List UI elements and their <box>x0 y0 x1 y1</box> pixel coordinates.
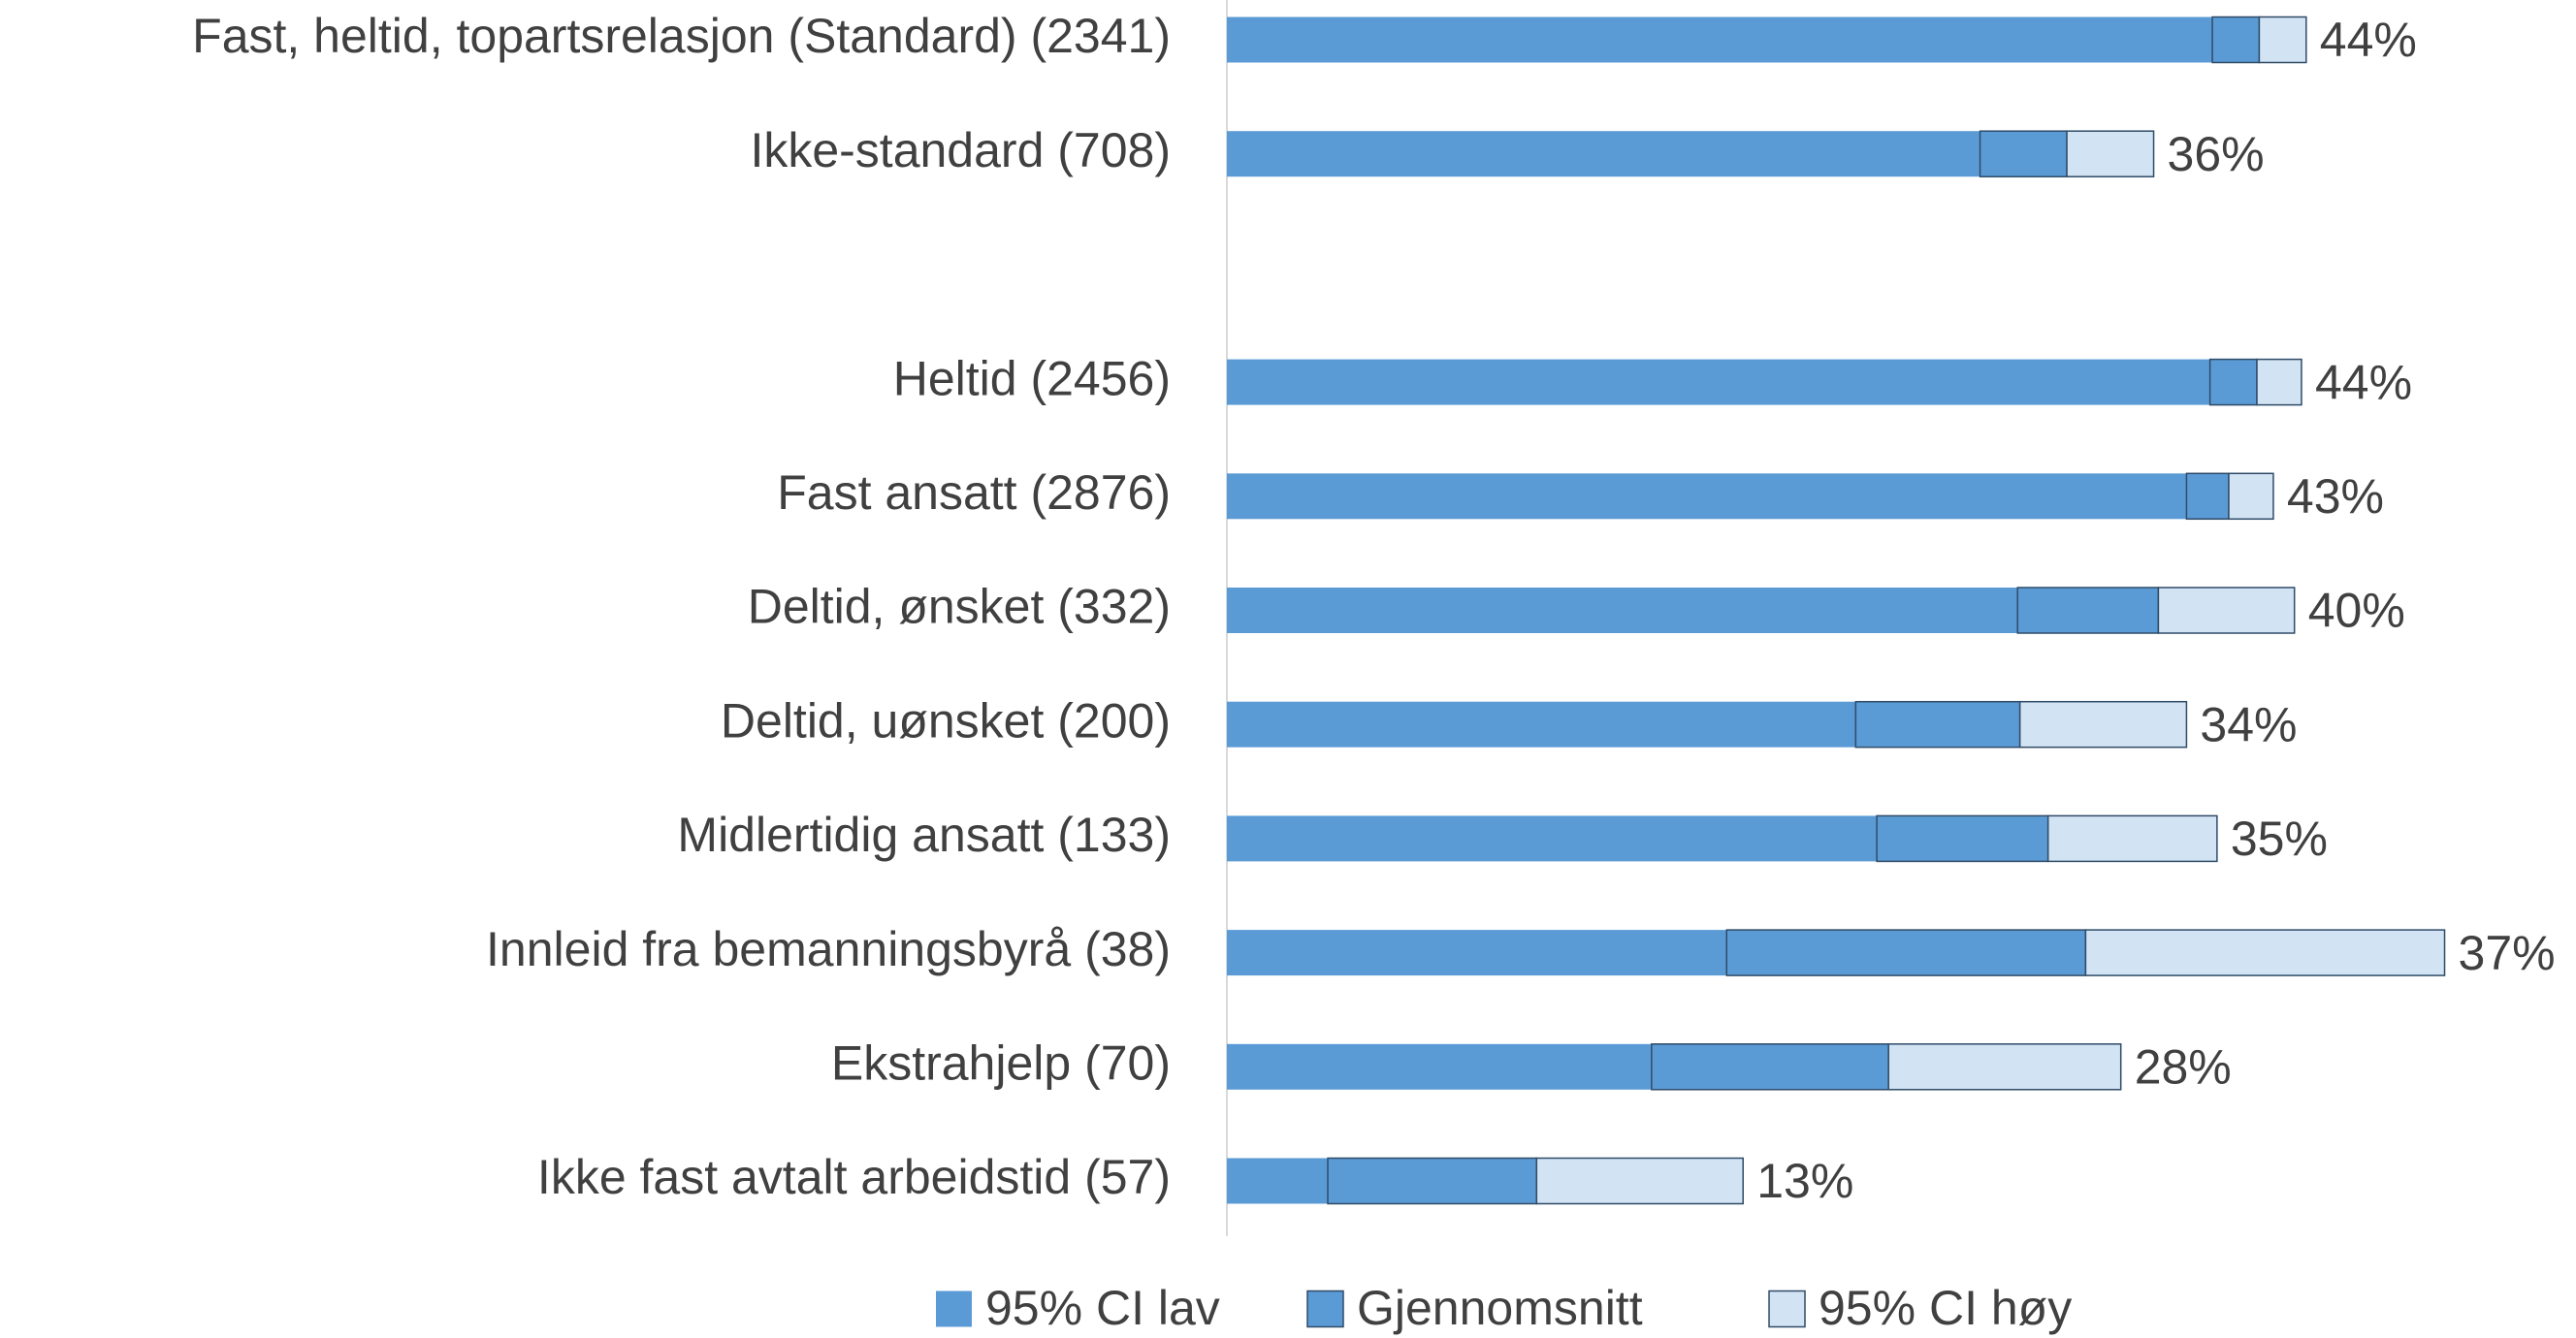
bar-segment <box>2228 472 2274 521</box>
bar-segment <box>2066 130 2155 177</box>
bar-segment <box>1535 1157 1744 1205</box>
bar-segment <box>2256 358 2302 406</box>
legend-swatch <box>1768 1290 1806 1328</box>
bar-segment <box>2018 700 2188 749</box>
legend-label: 95% CI høy <box>1819 1281 2072 1335</box>
legend-swatch <box>1306 1290 1344 1328</box>
bar-segment <box>1227 930 1727 976</box>
legend-label: 95% CI lav <box>985 1281 1220 1335</box>
legend-label: Gjennomsnitt <box>1357 1281 1643 1335</box>
bar-segment <box>1651 1043 1889 1091</box>
bar-segment <box>2211 16 2261 64</box>
bar-segment <box>1227 359 2210 405</box>
bar-segment <box>1227 1043 1652 1090</box>
y-tick-label: Ikke fast avtalt arbeidstid (57) <box>537 1150 1171 1204</box>
bar-segment <box>1887 1043 2122 1091</box>
y-tick-label: Deltid, uønsket (200) <box>721 693 1171 748</box>
data-label: 35% <box>2231 812 2328 866</box>
bar-segment <box>2185 472 2230 521</box>
bar-segment <box>2157 587 2296 634</box>
bar-segment <box>1227 701 1856 748</box>
data-label: 37% <box>2459 926 2556 980</box>
bar-segment <box>1227 588 2018 633</box>
y-tick-label: Innleid fra bemanningsbyrå (38) <box>486 922 1171 976</box>
y-tick-label: Deltid, ønsket (332) <box>748 580 1171 634</box>
bar-segment <box>1725 929 2087 976</box>
bar-segment <box>1227 473 2187 520</box>
y-tick-label: Midlertidig ansatt (133) <box>677 808 1171 862</box>
bar-segment <box>1227 1158 1329 1204</box>
bar-segment <box>1854 700 2021 749</box>
bar-segment <box>2084 929 2446 976</box>
bar-segment <box>1876 814 2049 863</box>
data-label: 44% <box>2320 13 2417 67</box>
data-label: 36% <box>2168 127 2265 181</box>
data-label: 44% <box>2315 355 2412 409</box>
bar-segment <box>1227 815 1878 862</box>
y-tick-label: Ekstrahjelp (70) <box>831 1036 1171 1091</box>
legend-swatch <box>936 1290 972 1327</box>
y-tick-label: Heltid (2456) <box>893 351 1171 405</box>
data-label: 34% <box>2200 697 2297 751</box>
data-label: 13% <box>1756 1154 1853 1208</box>
bar-segment <box>2016 587 2160 634</box>
data-label: 40% <box>2308 584 2405 638</box>
bar-segment <box>2046 814 2218 863</box>
y-tick-label: Ikke-standard (708) <box>750 123 1171 177</box>
bar-segment <box>1227 131 1980 177</box>
data-label: 28% <box>2135 1040 2232 1095</box>
bar-segment <box>2208 358 2258 406</box>
data-label: 43% <box>2287 469 2384 524</box>
bar-segment <box>1979 130 2068 177</box>
y-tick-label: Fast, heltid, topartsrelasjon (Standard)… <box>192 9 1171 63</box>
bar-segment <box>2258 16 2307 64</box>
bar-segment <box>1327 1157 1538 1205</box>
y-tick-label: Fast ansatt (2876) <box>777 465 1171 520</box>
bar-segment <box>1227 16 2213 63</box>
